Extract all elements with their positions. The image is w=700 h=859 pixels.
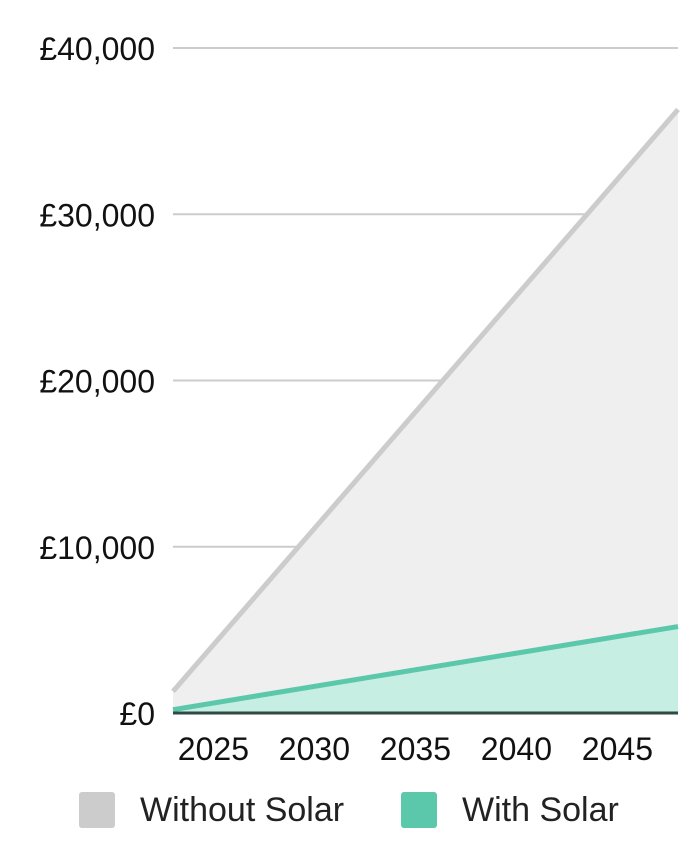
legend-swatch-with-solar [401, 792, 437, 828]
y-tick-label: £10,000 [39, 530, 155, 566]
chart-legend: Without Solar With Solar [0, 788, 700, 832]
y-tick-label: £30,000 [39, 197, 155, 233]
x-tick-label: 2045 [582, 731, 653, 767]
y-tick-label: £40,000 [39, 31, 155, 67]
line-series-1 [172, 624, 679, 713]
legend-item-with-solar: With Solar [401, 788, 619, 832]
legend-item-without-solar: Without Solar [79, 788, 344, 832]
legend-swatch-without-solar [79, 792, 115, 828]
x-tick-label: 2025 [178, 731, 249, 767]
legend-label-without-solar: Without Solar [140, 790, 345, 829]
x-tick-label: 2030 [279, 731, 350, 767]
line-series-0 [171, 107, 680, 694]
x-tick-label: 2040 [481, 731, 552, 767]
y-tick-label: £0 [119, 696, 155, 732]
legend-label-with-solar: With Solar [462, 790, 619, 829]
x-tick-label: 2035 [380, 731, 451, 767]
area-fill-series-0 [173, 109, 678, 713]
y-tick-label: £20,000 [39, 364, 155, 400]
